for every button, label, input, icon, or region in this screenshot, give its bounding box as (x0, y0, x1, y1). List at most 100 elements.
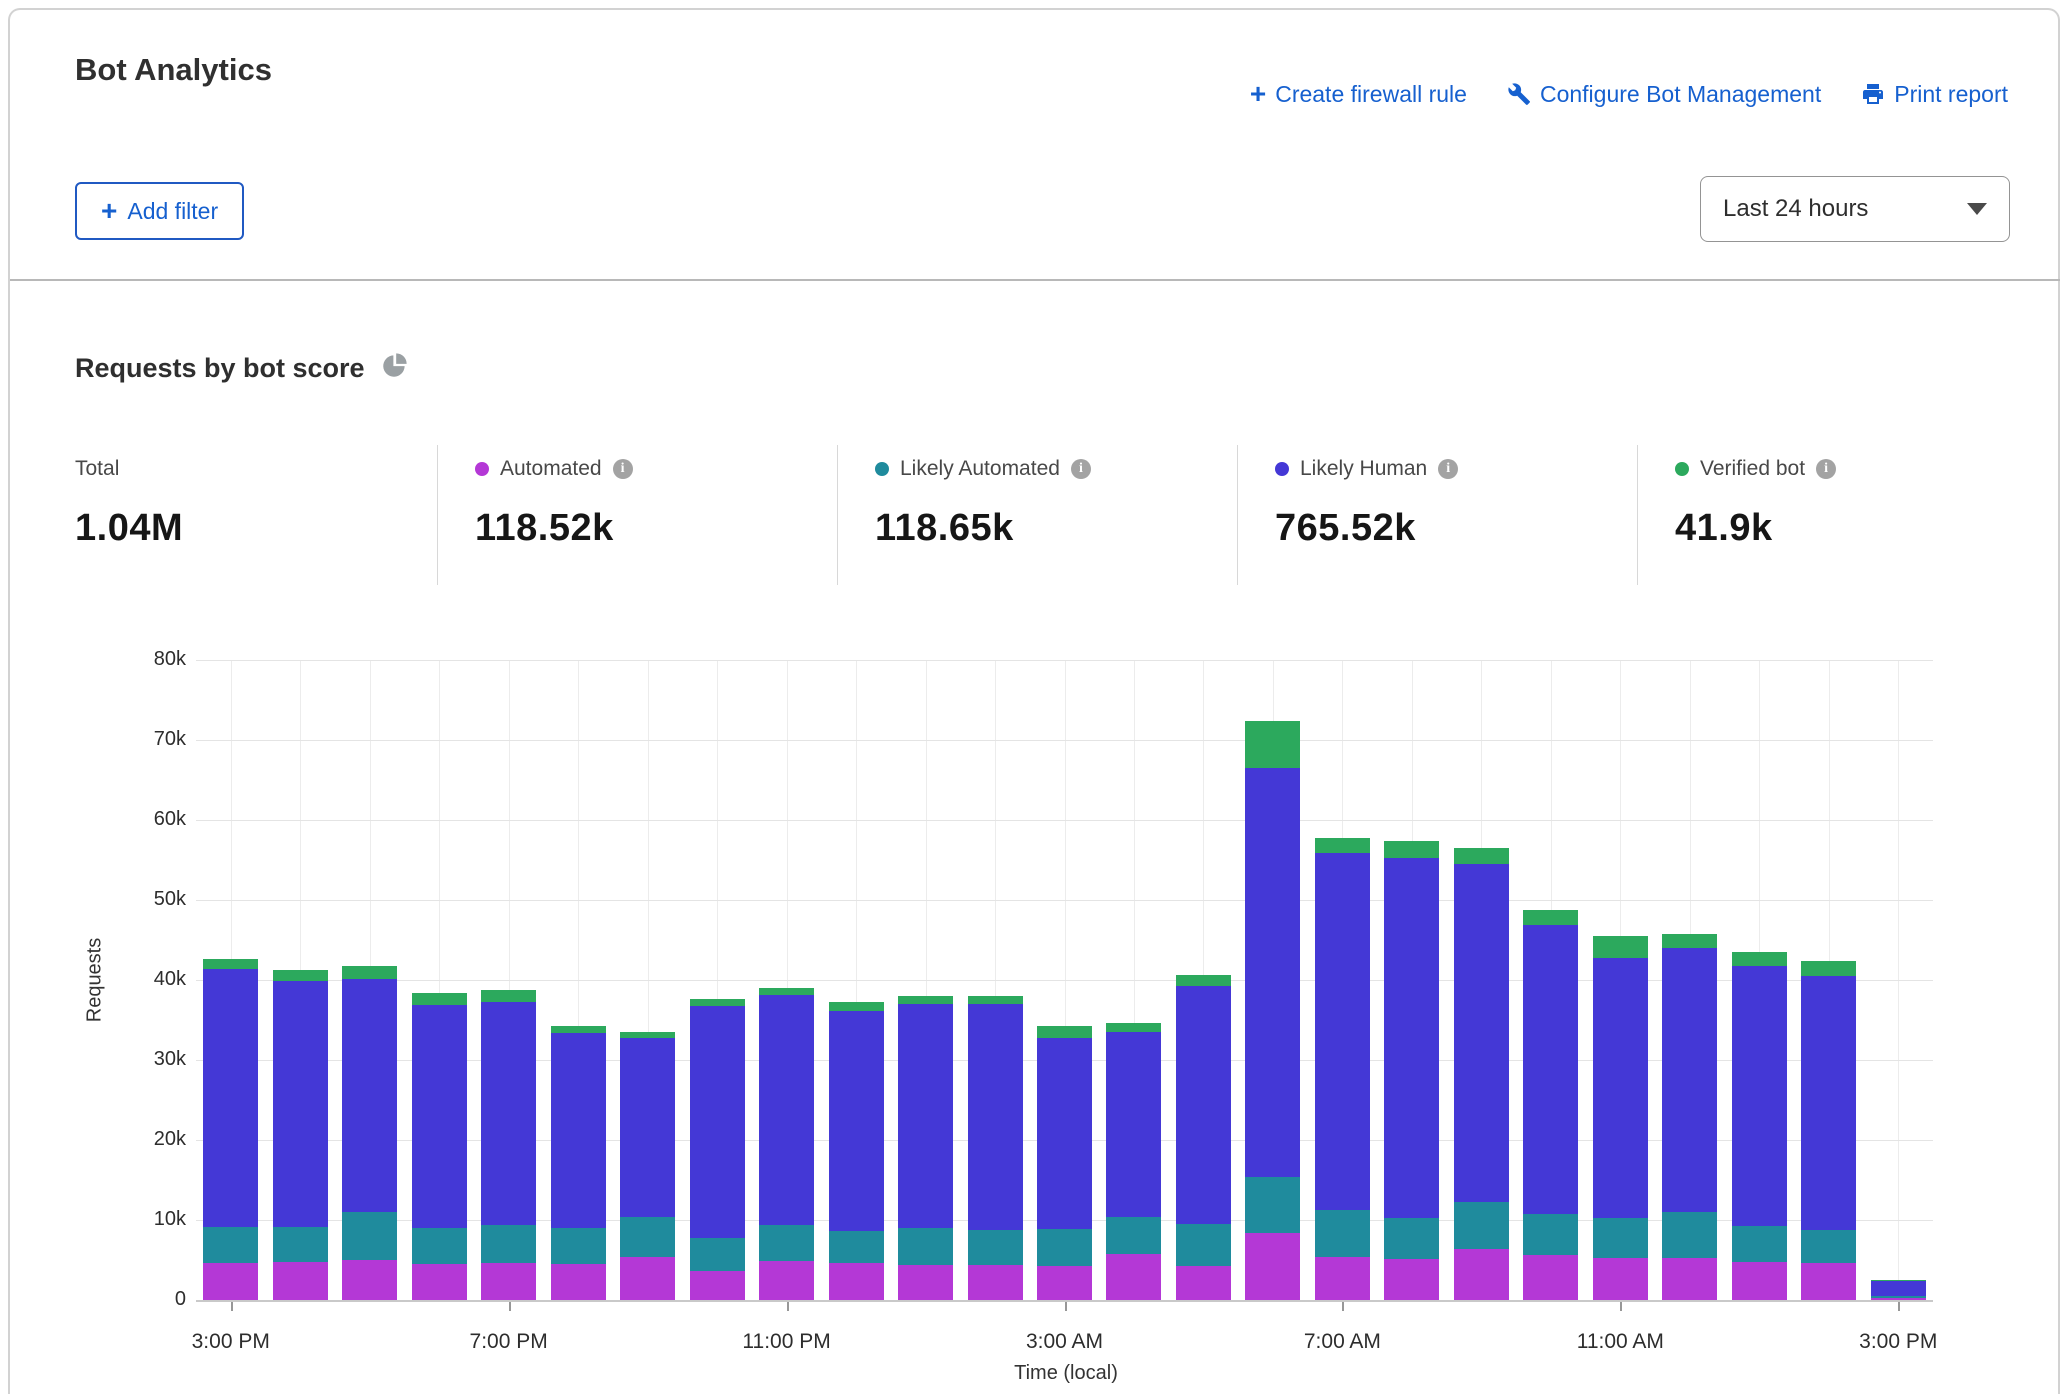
bar-segment-automated[interactable] (1592, 1257, 1648, 1300)
info-icon[interactable]: i (1438, 459, 1459, 479)
bar-segment-automated[interactable] (1106, 1253, 1162, 1300)
bar-segment-verified-bot[interactable] (620, 1032, 676, 1039)
bar-segment-likely-automated[interactable] (967, 1229, 1023, 1265)
bar-segment-likely-human[interactable] (1662, 948, 1718, 1212)
bar-segment-likely-automated[interactable] (1314, 1209, 1370, 1257)
bar-segment-likely-human[interactable] (898, 1004, 954, 1228)
bar-segment-likely-human[interactable] (1245, 768, 1301, 1177)
bar-segment-automated[interactable] (203, 1263, 259, 1300)
bar-segment-likely-human[interactable] (1592, 958, 1648, 1219)
bar-segment-likely-automated[interactable] (1245, 1176, 1301, 1233)
bar-segment-likely-human[interactable] (1870, 1280, 1926, 1296)
bar-segment-verified-bot[interactable] (272, 969, 328, 981)
bar-segment-automated[interactable] (481, 1263, 537, 1300)
bar-segment-verified-bot[interactable] (1314, 837, 1370, 853)
bar-segment-verified-bot[interactable] (967, 996, 1023, 1004)
bar-segment-automated[interactable] (411, 1264, 467, 1300)
bar-segment-likely-automated[interactable] (411, 1228, 467, 1264)
bar-segment-verified-bot[interactable] (689, 999, 745, 1007)
bar-segment-automated[interactable] (342, 1260, 398, 1300)
bar-segment-automated[interactable] (1175, 1266, 1231, 1300)
bar-segment-likely-human[interactable] (1314, 852, 1370, 1210)
bar-segment-likely-human[interactable] (411, 1004, 467, 1228)
bar-segment-likely-human[interactable] (1801, 976, 1857, 1231)
bar-segment-likely-automated[interactable] (1106, 1216, 1162, 1254)
bar-segment-likely-automated[interactable] (272, 1227, 328, 1263)
bar-segment-automated[interactable] (1384, 1259, 1440, 1300)
bar-segment-likely-human[interactable] (620, 1038, 676, 1217)
bar-segment-automated[interactable] (1453, 1248, 1509, 1300)
bar-segment-automated[interactable] (1523, 1255, 1579, 1300)
bar-segment-automated[interactable] (828, 1263, 884, 1300)
bar-segment-verified-bot[interactable] (1453, 848, 1509, 864)
bar-segment-verified-bot[interactable] (342, 965, 398, 980)
bar-segment-likely-human[interactable] (967, 1004, 1023, 1230)
bar-segment-verified-bot[interactable] (203, 959, 259, 969)
bar-segment-likely-automated[interactable] (1662, 1212, 1718, 1259)
bar-segment-verified-bot[interactable] (550, 1025, 606, 1033)
bar-segment-likely-automated[interactable] (1731, 1225, 1787, 1262)
bar-segment-likely-human[interactable] (1037, 1037, 1092, 1229)
bar-segment-verified-bot[interactable] (1523, 909, 1579, 925)
bar-segment-automated[interactable] (1037, 1265, 1092, 1300)
time-range-dropdown[interactable]: Last 24 hours (1700, 176, 2010, 242)
bar-segment-automated[interactable] (1662, 1258, 1718, 1300)
create-firewall-rule-link[interactable]: + Create firewall rule (1250, 80, 1467, 108)
bar-segment-likely-human[interactable] (1106, 1032, 1162, 1217)
bar-segment-likely-human[interactable] (1453, 864, 1509, 1202)
bar-segment-likely-human[interactable] (1175, 986, 1231, 1224)
bar-segment-likely-automated[interactable] (1037, 1228, 1092, 1266)
bar-segment-likely-automated[interactable] (1453, 1201, 1509, 1249)
bar-segment-verified-bot[interactable] (759, 988, 815, 996)
bar-segment-automated[interactable] (550, 1264, 606, 1300)
bar-segment-verified-bot[interactable] (1245, 720, 1301, 768)
bar-segment-likely-human[interactable] (203, 968, 259, 1228)
bar-segment-automated[interactable] (689, 1271, 745, 1300)
bar-segment-likely-automated[interactable] (1523, 1214, 1579, 1256)
bar-segment-verified-bot[interactable] (1384, 840, 1440, 858)
bar-segment-likely-automated[interactable] (828, 1231, 884, 1264)
bar-segment-likely-automated[interactable] (620, 1216, 676, 1257)
bar-segment-verified-bot[interactable] (1801, 960, 1857, 976)
bar-segment-likely-human[interactable] (828, 1011, 884, 1232)
bar-segment-automated[interactable] (759, 1260, 815, 1300)
bar-segment-automated[interactable] (1245, 1232, 1301, 1300)
bar-segment-likely-automated[interactable] (203, 1227, 259, 1264)
bar-segment-verified-bot[interactable] (1662, 934, 1718, 948)
bar-segment-likely-automated[interactable] (550, 1228, 606, 1264)
bar-segment-likely-human[interactable] (272, 980, 328, 1228)
info-icon[interactable]: i (612, 459, 633, 479)
bar-segment-likely-automated[interactable] (481, 1224, 537, 1264)
bar-segment-verified-bot[interactable] (1592, 936, 1648, 959)
bar-segment-likely-automated[interactable] (689, 1237, 745, 1272)
bar-segment-likely-automated[interactable] (1870, 1296, 1926, 1299)
configure-bot-management-link[interactable]: Configure Bot Management (1507, 81, 1821, 108)
bar-segment-verified-bot[interactable] (1037, 1026, 1092, 1038)
bar-segment-likely-human[interactable] (550, 1032, 606, 1228)
bar-segment-verified-bot[interactable] (411, 992, 467, 1005)
bar-segment-likely-automated[interactable] (1175, 1224, 1231, 1267)
info-icon[interactable]: i (1816, 459, 1837, 479)
bar-segment-likely-human[interactable] (1523, 924, 1579, 1215)
bar-segment-likely-human[interactable] (689, 1006, 745, 1238)
bar-segment-automated[interactable] (1314, 1256, 1370, 1300)
bar-segment-verified-bot[interactable] (481, 990, 537, 1002)
bar-segment-automated[interactable] (1731, 1261, 1787, 1300)
add-filter-button[interactable]: + Add filter (75, 182, 245, 240)
bar-segment-likely-human[interactable] (759, 995, 815, 1225)
bar-segment-likely-automated[interactable] (1384, 1217, 1440, 1260)
bar-segment-verified-bot[interactable] (1870, 1280, 1926, 1281)
print-report-link[interactable]: Print report (1861, 81, 2008, 108)
bar-segment-likely-human[interactable] (342, 979, 398, 1212)
bar-segment-verified-bot[interactable] (898, 996, 954, 1004)
bar-segment-likely-human[interactable] (1731, 966, 1787, 1226)
bar-segment-likely-human[interactable] (481, 1001, 537, 1225)
bar-segment-automated[interactable] (898, 1264, 954, 1300)
bar-segment-likely-automated[interactable] (898, 1228, 954, 1265)
bar-segment-automated[interactable] (1870, 1298, 1926, 1300)
bar-segment-likely-automated[interactable] (759, 1224, 815, 1261)
bar-segment-verified-bot[interactable] (828, 1002, 884, 1012)
bar-segment-likely-automated[interactable] (1592, 1218, 1648, 1258)
info-icon[interactable]: i (1070, 459, 1091, 479)
bar-segment-automated[interactable] (967, 1264, 1023, 1300)
